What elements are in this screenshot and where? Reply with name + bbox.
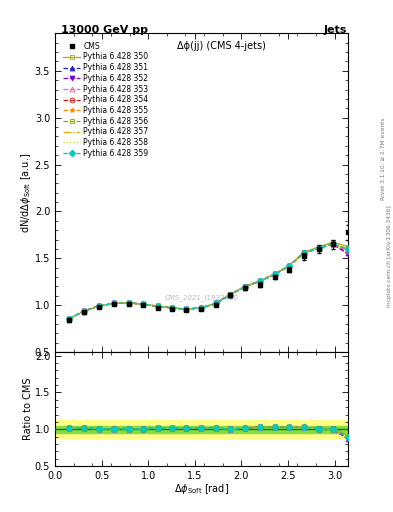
Legend: CMS, Pythia 6.428 350, Pythia 6.428 351, Pythia 6.428 352, Pythia 6.428 353, Pyt: CMS, Pythia 6.428 350, Pythia 6.428 351,… <box>62 40 150 159</box>
Text: Jets: Jets <box>324 25 347 35</box>
Text: Δϕ(jj) (CMS 4-jets): Δϕ(jj) (CMS 4-jets) <box>178 41 266 51</box>
Text: 13000 GeV pp: 13000 GeV pp <box>61 25 148 35</box>
Text: mcplots.cern.ch [arXiv:1306.3436]: mcplots.cern.ch [arXiv:1306.3436] <box>387 205 392 307</box>
Text: CMS_2021_I1932460: CMS_2021_I1932460 <box>164 294 239 301</box>
Text: Rivet 3.1.10, ≥ 2.7M events: Rivet 3.1.10, ≥ 2.7M events <box>381 117 386 200</box>
X-axis label: $\Delta\phi_{\rm Soft}$ [rad]: $\Delta\phi_{\rm Soft}$ [rad] <box>174 482 229 496</box>
Y-axis label: Ratio to CMS: Ratio to CMS <box>24 378 33 440</box>
Y-axis label: dN/d$\Delta\phi_{\rm Soft}$ [a.u.]: dN/d$\Delta\phi_{\rm Soft}$ [a.u.] <box>19 153 33 233</box>
